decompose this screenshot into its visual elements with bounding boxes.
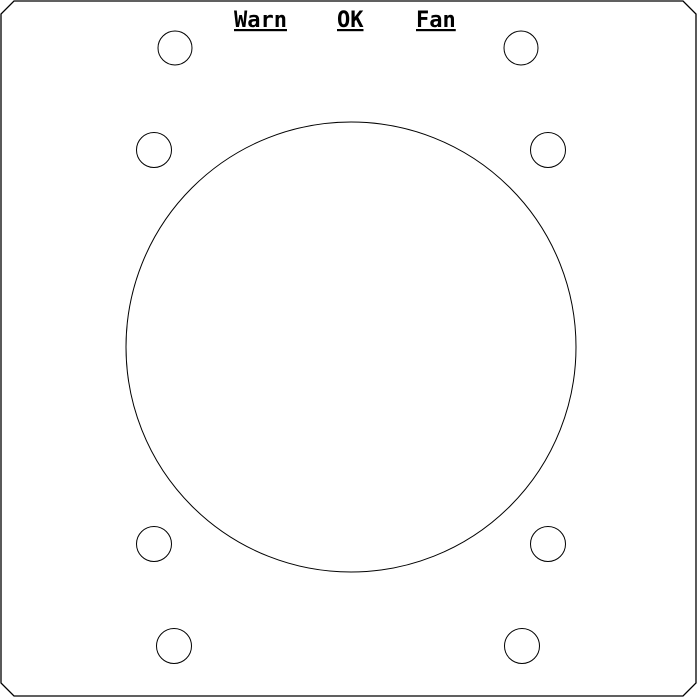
label-ok: OK — [337, 8, 364, 33]
indicator-hole-left — [157, 30, 193, 66]
fan-mount-hole-top-left — [136, 132, 172, 168]
indicator-hole-right — [503, 30, 539, 66]
fan-cutout — [125, 121, 577, 573]
fan-mount-hole-bottom-right — [530, 526, 566, 562]
panel-mount-hole-bottom-right — [504, 628, 540, 664]
panel-mount-hole-bottom-left — [156, 628, 192, 664]
fan-mount-hole-bottom-left — [136, 526, 172, 562]
fan-mount-hole-top-right — [530, 132, 566, 168]
label-fan: Fan — [416, 8, 456, 33]
label-warn: Warn — [234, 8, 287, 33]
